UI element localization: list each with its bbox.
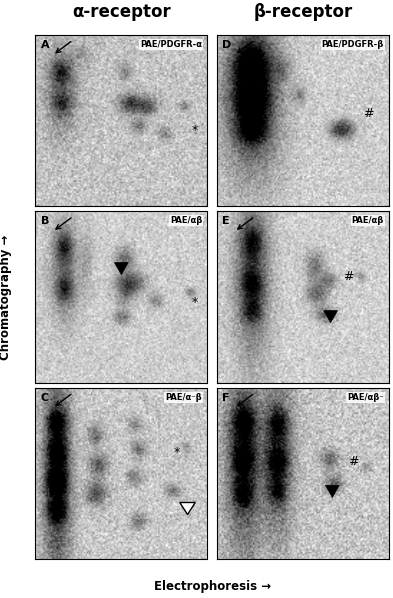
Text: PAE/αβ⁻: PAE/αβ⁻ bbox=[347, 393, 384, 402]
Text: #: # bbox=[343, 270, 353, 283]
Polygon shape bbox=[180, 502, 195, 514]
Text: *: * bbox=[173, 446, 180, 459]
Text: PAE/α⁻β: PAE/α⁻β bbox=[165, 393, 202, 402]
Text: PAE/PDGFR-α: PAE/PDGFR-α bbox=[140, 40, 202, 49]
Text: E: E bbox=[222, 216, 230, 226]
Text: #: # bbox=[348, 455, 358, 468]
Text: *: * bbox=[192, 295, 198, 309]
Text: PAE/αβ: PAE/αβ bbox=[352, 216, 384, 225]
Text: PAE/αβ: PAE/αβ bbox=[170, 216, 202, 225]
Text: B: B bbox=[40, 216, 49, 226]
Text: PAE/PDGFR-β: PAE/PDGFR-β bbox=[321, 40, 384, 49]
Text: F: F bbox=[222, 393, 230, 402]
Text: Chromatography →: Chromatography → bbox=[0, 234, 13, 359]
Polygon shape bbox=[324, 310, 338, 323]
Text: α-receptor: α-receptor bbox=[72, 3, 171, 21]
Polygon shape bbox=[325, 486, 339, 498]
Text: C: C bbox=[40, 393, 49, 402]
Text: A: A bbox=[40, 40, 49, 50]
Text: *: * bbox=[192, 124, 198, 138]
Polygon shape bbox=[114, 263, 128, 274]
Text: D: D bbox=[222, 40, 231, 50]
Text: β-receptor: β-receptor bbox=[253, 3, 353, 21]
Text: #: # bbox=[363, 107, 374, 120]
Text: Electrophoresis →: Electrophoresis → bbox=[154, 580, 271, 593]
